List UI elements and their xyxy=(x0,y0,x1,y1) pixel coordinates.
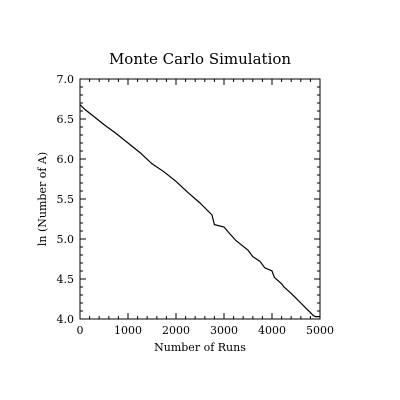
x-tick-label: 5000 xyxy=(306,324,334,337)
y-axis: 4.0 4.5 5.0 5.5 6.0 6.5 7.0 xyxy=(57,73,320,326)
y-tick-label: 7.0 xyxy=(57,73,75,86)
series-line-0 xyxy=(79,104,320,318)
series-layer xyxy=(79,104,320,318)
y-tick-label: 6.5 xyxy=(57,113,75,126)
x-axis: 0 1000 2000 3000 4000 5000 xyxy=(77,79,334,337)
chart-title: Monte Carlo Simulation xyxy=(109,50,291,68)
y-tick-label: 4.0 xyxy=(57,313,75,326)
y-tick-label: 5.5 xyxy=(57,193,75,206)
y-axis-title: ln (Number of A) xyxy=(36,152,49,246)
y-tick-label: 4.5 xyxy=(57,273,75,286)
x-tick-label: 0 xyxy=(77,324,84,337)
x-axis-title: Number of Runs xyxy=(154,341,246,354)
y-tick-label: 6.0 xyxy=(57,153,75,166)
x-tick-label: 3000 xyxy=(210,324,238,337)
x-tick-label: 4000 xyxy=(258,324,286,337)
plot-frame xyxy=(79,78,321,320)
x-tick-label: 1000 xyxy=(114,324,142,337)
x-tick-label: 2000 xyxy=(162,324,190,337)
y-tick-label: 5.0 xyxy=(57,233,75,246)
